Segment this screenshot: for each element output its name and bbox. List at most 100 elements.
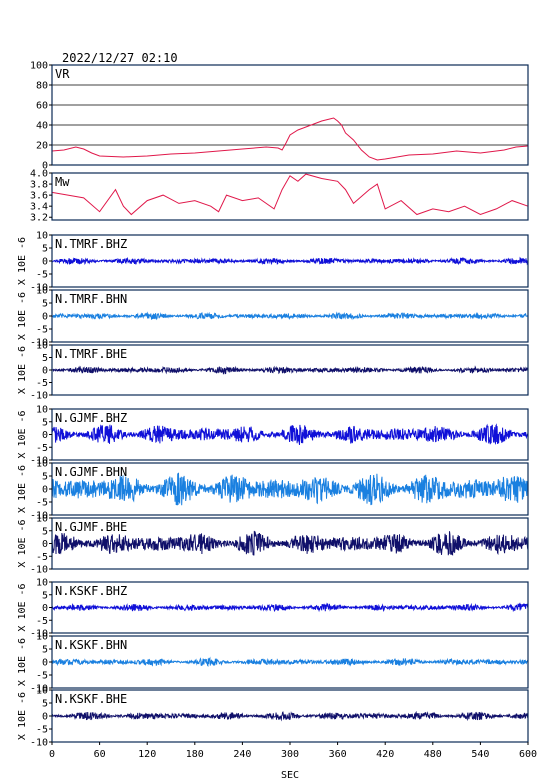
y-tick-label: -5 (36, 378, 48, 389)
panel-mw: Mw 3.23.43.63.84.0 (30, 169, 529, 224)
waveform-ylabel: X 10E -6 (17, 410, 28, 458)
y-tick-label: -5 (36, 498, 48, 509)
y-tick-label: 10 (36, 286, 48, 297)
y-tick-label: -10 (30, 283, 48, 294)
series-line (51, 365, 529, 375)
panel-n-tmrf-bhz: N.TMRF.BHZ -10 -5 0 5 10 X 10E -6 (17, 231, 529, 294)
y-tick-label: 0 (42, 430, 48, 441)
y-tick-label: 5 (42, 645, 48, 656)
panel-n-gjmf-bhe: N.GJMF.BHE -10 -5 0 510 X 10E -6 (17, 514, 529, 576)
y-tick-label: 0 (42, 161, 48, 172)
series-line (51, 311, 529, 321)
panel-title: N.TMRF.BHE (55, 347, 127, 361)
y-tick-label: 5 (42, 526, 48, 537)
waveform-ylabel: X 10E -6 (17, 237, 28, 285)
y-tick-label: 3.8 (30, 180, 48, 191)
y-tick-label: 5 (42, 417, 48, 428)
y-tick-label: -5 (36, 616, 48, 627)
series-line (51, 423, 529, 446)
series-line (51, 472, 529, 506)
y-tick-label: 5 (42, 244, 48, 255)
x-tick-label: 360 (329, 749, 347, 760)
y-tick-label: 80 (36, 81, 48, 92)
y-tick-label: 4.0 (30, 169, 48, 180)
y-tick-label: 0 (42, 485, 48, 496)
x-tick-label: 540 (471, 749, 489, 760)
y-tick-label: 5 (42, 472, 48, 483)
panel-frame (51, 64, 529, 166)
waveform-ylabel: X 10E -6 (17, 465, 28, 513)
panel-title: N.GJMF.BHZ (55, 411, 127, 425)
series-line (51, 710, 529, 722)
waveform-ylabel: X 10E -6 (17, 292, 28, 340)
y-tick-label: -10 (30, 738, 48, 749)
panel-n-gjmf-bhz: N.GJMF.BHZ -10 -5 0 510 X 10E -6 (17, 405, 529, 467)
y-tick-label: -5 (36, 552, 48, 563)
y-tick-label: 0 (42, 712, 48, 723)
x-tick-label: 180 (186, 749, 204, 760)
y-tick-label: 10 (36, 231, 48, 242)
y-tick-label: -5 (36, 325, 48, 336)
y-tick-label: 10 (36, 686, 48, 697)
y-tick-label: 10 (36, 578, 48, 589)
panel-title: N.KSKF.BHZ (55, 584, 127, 598)
y-tick-label: 10 (36, 341, 48, 352)
y-tick-label: -10 (30, 684, 48, 695)
y-tick-label: 5 (42, 353, 48, 364)
series-line (51, 117, 529, 161)
x-tick-label: 480 (424, 749, 442, 760)
x-tick-label: 420 (376, 749, 394, 760)
panel-title: VR (55, 67, 70, 81)
panel-n-gjmf-bhn: N.GJMF.BHN -10 -5 0 5 10 X 10E -6 (17, 459, 529, 522)
y-tick-label: 0 (42, 257, 48, 268)
panel-title: N.TMRF.BHZ (55, 237, 127, 251)
panel-title: N.GJMF.BHE (55, 520, 127, 534)
series-line (51, 256, 529, 266)
waveform-ylabel: X 10E -6 (17, 519, 28, 567)
x-tick-label: 600 (519, 749, 537, 760)
x-tick-label: 60 (94, 749, 106, 760)
panel-n-kskf-bhn: N.KSKF.BHN -10 -5 0 5 10 X 10E -6 (17, 632, 529, 695)
panel-title: Mw (55, 175, 70, 189)
y-tick-label: -10 (30, 511, 48, 522)
y-tick-label: 10 (36, 405, 48, 416)
y-tick-label: 5 (42, 590, 48, 601)
panels-group: VR020406080100Mw3.23.43.63.84.0N.TMRF.BH… (17, 61, 537, 761)
y-tick-label: -5 (36, 443, 48, 454)
y-tick-label: -10 (30, 338, 48, 349)
panel-n-kskf-bhz: N.KSKF.BHZ -10 -5 0 510 X 10E -6 (17, 578, 529, 640)
panel-frame (51, 172, 529, 221)
y-tick-label: -10 (30, 565, 48, 576)
header-datetime: 2022/12/27 02:10 (62, 51, 178, 65)
y-tick-label: 5 (42, 699, 48, 710)
y-tick-label: -5 (36, 270, 48, 281)
waveform-ylabel: X 10E -6 (17, 583, 28, 631)
panel-title: N.KSKF.BHE (55, 692, 127, 706)
y-tick-label: -5 (36, 725, 48, 736)
panel-title: N.KSKF.BHN (55, 638, 127, 652)
y-tick-label: 10 (36, 514, 48, 525)
y-tick-label: 0 (42, 603, 48, 614)
waveform-ylabel: X 10E -6 (17, 346, 28, 394)
y-tick-label: 0 (42, 366, 48, 377)
y-tick-label: -10 (30, 456, 48, 467)
panel-n-tmrf-bhe: N.TMRF.BHE -10 -50 510 X 10E -6 (17, 341, 529, 402)
x-tick-label: 120 (138, 749, 156, 760)
panel-n-kskf-bhe: N.KSKF.BHE -10 -5 0 5 10 X 10E -6 0 60 120 180 240 3… (17, 686, 537, 761)
y-tick-label: 5 (42, 299, 48, 310)
y-tick-label: -5 (36, 671, 48, 682)
panel-vr: VR 0 20 40 60 80 100 (30, 61, 529, 172)
y-tick-label: -10 (30, 629, 48, 640)
y-tick-label: 20 (36, 141, 48, 152)
x-tick-label: 300 (281, 749, 299, 760)
y-tick-label: 0 (42, 658, 48, 669)
y-tick-label: 3.2 (30, 213, 48, 224)
x-axis-label: SEC (281, 770, 299, 781)
y-tick-label: 3.6 (30, 191, 48, 202)
series-line (51, 656, 529, 668)
series-line (51, 530, 529, 556)
y-tick-label: 60 (36, 101, 48, 112)
y-tick-label: 0 (42, 539, 48, 550)
y-tick-label: 40 (36, 121, 48, 132)
